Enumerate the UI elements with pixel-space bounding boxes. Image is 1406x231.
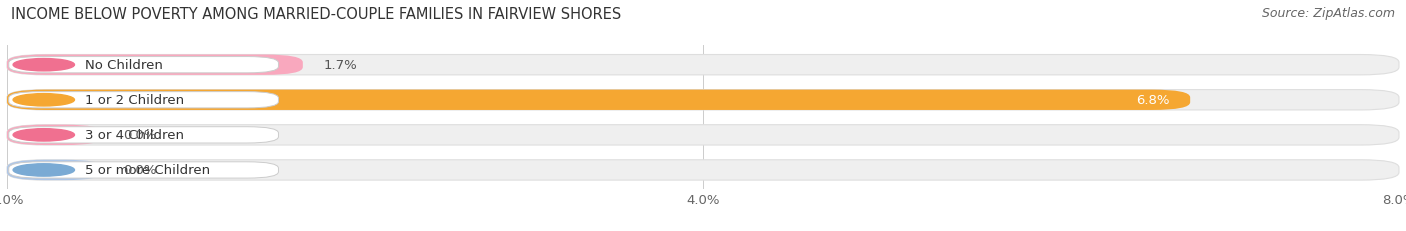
Text: 1.7%: 1.7%: [323, 59, 357, 72]
Circle shape: [13, 59, 75, 72]
Text: 0.0%: 0.0%: [124, 129, 157, 142]
Text: 5 or more Children: 5 or more Children: [84, 164, 209, 177]
Circle shape: [13, 164, 75, 176]
Text: 3 or 4 Children: 3 or 4 Children: [84, 129, 184, 142]
FancyBboxPatch shape: [7, 55, 1399, 76]
Text: 6.8%: 6.8%: [1136, 94, 1170, 107]
FancyBboxPatch shape: [8, 92, 278, 108]
FancyBboxPatch shape: [7, 125, 103, 145]
FancyBboxPatch shape: [7, 125, 1399, 145]
FancyBboxPatch shape: [7, 90, 1399, 110]
FancyBboxPatch shape: [7, 55, 302, 76]
FancyBboxPatch shape: [8, 162, 278, 178]
Text: Source: ZipAtlas.com: Source: ZipAtlas.com: [1261, 7, 1395, 20]
FancyBboxPatch shape: [7, 160, 103, 180]
FancyBboxPatch shape: [7, 90, 1191, 110]
Text: 0.0%: 0.0%: [124, 164, 157, 177]
Circle shape: [13, 94, 75, 106]
FancyBboxPatch shape: [8, 127, 278, 143]
Circle shape: [13, 129, 75, 141]
Text: 1 or 2 Children: 1 or 2 Children: [84, 94, 184, 107]
FancyBboxPatch shape: [8, 57, 278, 73]
Text: No Children: No Children: [84, 59, 163, 72]
FancyBboxPatch shape: [7, 160, 1399, 180]
Text: INCOME BELOW POVERTY AMONG MARRIED-COUPLE FAMILIES IN FAIRVIEW SHORES: INCOME BELOW POVERTY AMONG MARRIED-COUPL…: [11, 7, 621, 22]
